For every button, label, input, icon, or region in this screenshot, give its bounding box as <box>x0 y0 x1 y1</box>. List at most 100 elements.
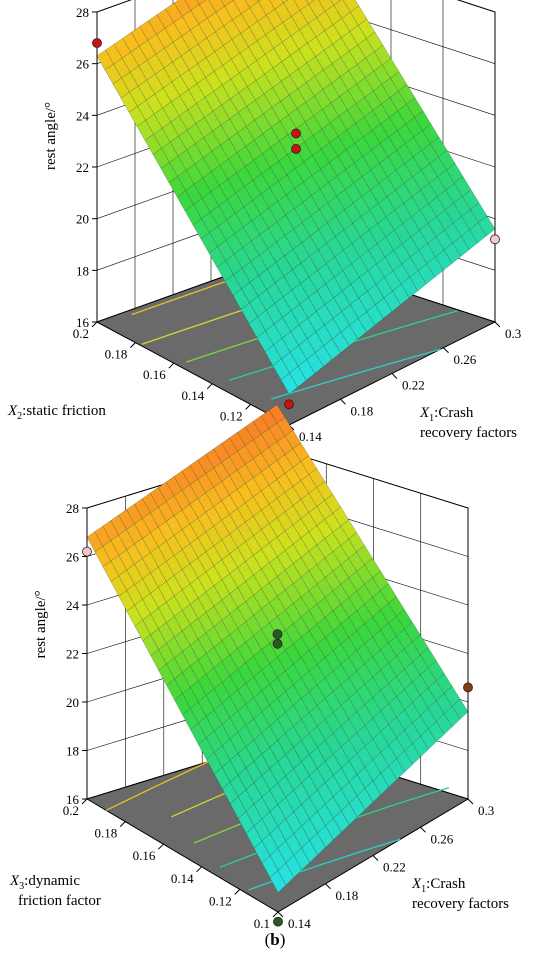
surface-cell <box>380 583 397 604</box>
panel-b: 16 18 20 22 24 26 28 rest angle/° 0.2 0.18 0.16 0.1… <box>9 404 509 949</box>
surface-cell <box>350 5 368 26</box>
y-axis-label-sub: 3 <box>19 881 24 892</box>
surface-cell <box>199 0 217 19</box>
z-tick-label: 20 <box>76 212 89 227</box>
x-tick <box>340 398 346 405</box>
response-surface <box>86 404 469 894</box>
y-tick-label: 0.2 <box>63 803 79 818</box>
x-axis-label-sub: 1 <box>429 413 434 424</box>
z-tick-label: 18 <box>76 263 89 278</box>
x-tick <box>372 855 379 861</box>
surface-cell <box>358 18 376 39</box>
design-point <box>82 546 92 557</box>
y-tick <box>272 911 279 918</box>
surface-cell <box>283 0 301 17</box>
y-tick <box>130 342 136 348</box>
x-tick <box>391 373 398 379</box>
x-tick-label: 0.18 <box>351 403 374 418</box>
surface-cell <box>281 0 289 4</box>
y-tick <box>206 383 213 390</box>
x-tick-label: 0.22 <box>383 860 406 875</box>
y-tick-label: 0.14 <box>181 388 204 403</box>
x-tick-label: 0.14 <box>288 916 311 931</box>
y-tick-label: 0.14 <box>171 871 194 886</box>
surface-cell <box>308 0 326 18</box>
design-point <box>291 144 301 154</box>
y-tick <box>81 798 88 805</box>
y-tick <box>119 821 126 827</box>
z-tick-label: 24 <box>76 108 90 123</box>
surface-cell <box>208 0 225 13</box>
surface-cell <box>184 0 200 11</box>
z-tick-label: 22 <box>66 647 79 662</box>
x-tick <box>467 798 474 805</box>
contour-line <box>271 348 441 400</box>
y-axis-label: X2:static friction <box>7 403 106 422</box>
surface-cell <box>308 468 326 488</box>
x-axis-label-text: :Crash <box>426 876 466 892</box>
surface-cell <box>269 0 284 10</box>
y-axis-label-var: X <box>9 873 20 889</box>
y-tick-label: 0.12 <box>220 408 243 423</box>
y-axis-label-line2: friction factor <box>18 893 101 909</box>
y-tick-label: 0.12 <box>209 893 232 908</box>
x-tick <box>420 826 426 833</box>
x-axis-label-line2: recovery factors <box>420 425 517 441</box>
z-tick-label: 22 <box>76 160 89 175</box>
y-axis-label-var: X <box>7 403 18 419</box>
surface-cell <box>478 215 496 237</box>
surface-cell <box>398 84 416 105</box>
x-tick <box>494 321 501 328</box>
design-point <box>284 399 294 410</box>
design-point <box>291 128 301 139</box>
y-axis-label: X3:dynamic <box>9 873 80 892</box>
surface-cell <box>451 698 469 720</box>
surface-cell <box>256 0 262 3</box>
panel-caption: (b) <box>265 930 286 949</box>
x-tick-label: 0.26 <box>431 831 454 846</box>
y-tick <box>168 362 175 369</box>
z-axis-label: rest angle/° <box>33 590 49 658</box>
surface-cell <box>406 97 424 118</box>
surface-cell <box>257 0 276 16</box>
design-point <box>490 234 500 245</box>
y-tick <box>91 321 98 328</box>
z-tick-label: 28 <box>66 501 79 516</box>
surface-cell <box>305 0 316 5</box>
y-tick <box>196 866 202 873</box>
caption-close: ) <box>280 930 286 949</box>
surface-cell <box>382 58 400 79</box>
x-tick-label: 0.26 <box>454 352 477 367</box>
x-tick-label: 0.18 <box>336 888 359 903</box>
surface-cell <box>276 417 294 437</box>
surface-cell <box>422 123 440 145</box>
surface-cell <box>332 506 349 527</box>
y-tick <box>234 889 241 895</box>
y-axis-label-sub: 2 <box>17 411 22 422</box>
x-tick <box>277 911 284 918</box>
x-tick <box>443 347 449 354</box>
z-tick-label: 28 <box>76 5 89 20</box>
surface-cell <box>220 0 234 7</box>
y-tick-label: 0.18 <box>94 826 117 841</box>
x-tick-label: 0.14 <box>299 429 322 444</box>
surface-cell <box>318 0 335 12</box>
surface-cell <box>470 202 488 224</box>
design-point <box>463 682 473 693</box>
caption-letter: b <box>270 930 279 949</box>
y-tick <box>245 404 251 410</box>
surface-cell <box>462 189 480 210</box>
z-tick-label: 16 <box>66 792 80 807</box>
z-tick-label: 26 <box>66 550 80 565</box>
design-point <box>272 629 283 639</box>
z-tick-label: 24 <box>66 598 80 613</box>
x-tick-label: 0.3 <box>505 326 521 341</box>
x-tick-label: 0.3 <box>478 803 494 818</box>
y-tick-label: 0.2 <box>73 326 89 341</box>
z-tick-label: 18 <box>66 744 79 759</box>
y-tick-label: 0.16 <box>143 367 166 382</box>
x-axis-label-var: X <box>419 405 430 421</box>
caption-open: ( <box>265 930 271 949</box>
surface-cell <box>404 621 421 643</box>
